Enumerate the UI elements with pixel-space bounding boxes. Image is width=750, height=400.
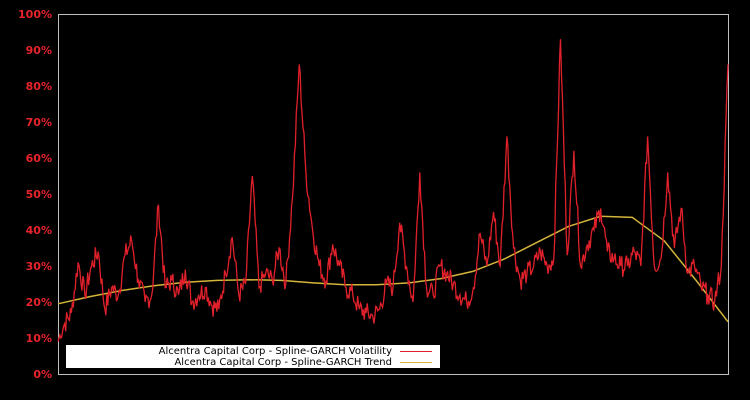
y-axis-ticks: 0% 10% 20% 30% 40% 50% 60% 70% 80% 90% 100% xyxy=(18,8,52,381)
y-tick-label: 100% xyxy=(18,8,52,21)
y-tick-label: 10% xyxy=(26,332,52,345)
y-tick-label: 40% xyxy=(26,224,52,237)
y-tick-label: 20% xyxy=(26,296,52,309)
y-tick-label: 60% xyxy=(26,152,52,165)
trend-line xyxy=(57,215,729,323)
y-tick-label: 50% xyxy=(26,188,52,201)
y-tick-label: 0% xyxy=(33,368,52,381)
legend-label: Alcentra Capital Corp - Spline-GARCH Vol… xyxy=(158,346,392,357)
volatility-line xyxy=(57,39,729,342)
legend-label: Alcentra Capital Corp - Spline-GARCH Tre… xyxy=(174,357,392,368)
plot-frame xyxy=(58,14,729,375)
y-tick-label: 70% xyxy=(26,116,52,129)
legend-swatch-gold xyxy=(400,362,432,363)
legend-swatch-red xyxy=(400,351,432,352)
y-tick-label: 80% xyxy=(26,80,52,93)
y-tick-label: 90% xyxy=(26,44,52,57)
legend-item-trend: Alcentra Capital Corp - Spline-GARCH Tre… xyxy=(174,357,432,368)
chart-legend: Alcentra Capital Corp - Spline-GARCH Vol… xyxy=(66,345,440,368)
legend-item-volatility: Alcentra Capital Corp - Spline-GARCH Vol… xyxy=(159,346,432,357)
y-tick-label: 30% xyxy=(26,260,52,273)
